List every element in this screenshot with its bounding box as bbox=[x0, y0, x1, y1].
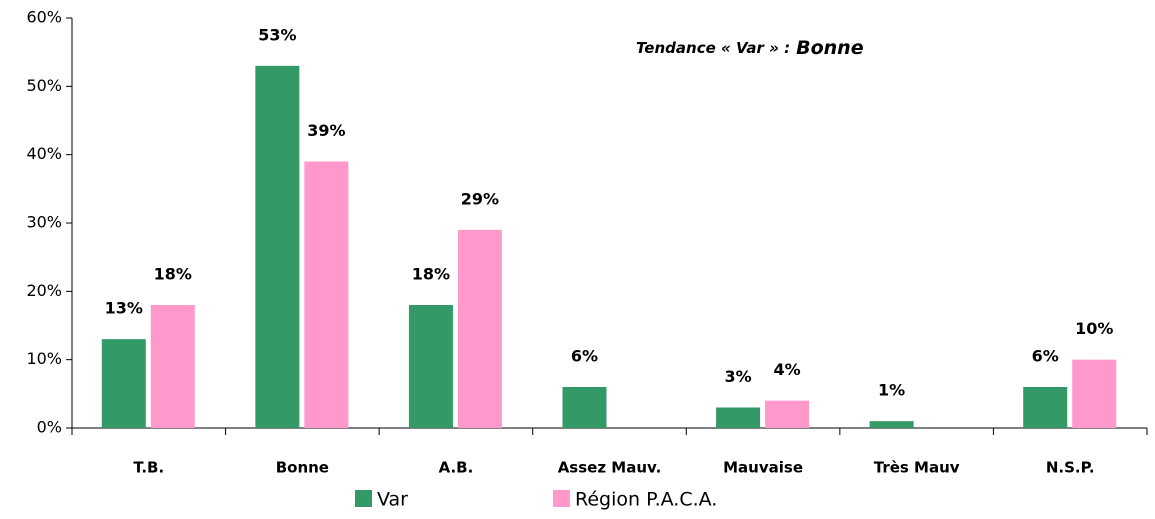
bar bbox=[255, 65, 300, 428]
annotation-prefix: Tendance « Var » : bbox=[636, 39, 790, 57]
legend-label: Région P.A.C.A. bbox=[575, 489, 717, 511]
y-tick-label: 40% bbox=[26, 144, 62, 163]
legend-swatch bbox=[553, 490, 570, 507]
x-tick-label: Mauvaise bbox=[723, 459, 803, 477]
bar bbox=[457, 229, 502, 428]
y-tick-label: 10% bbox=[26, 349, 62, 368]
legend-label: Var bbox=[377, 489, 408, 511]
value-label: 39% bbox=[307, 121, 345, 140]
y-tick-label: 0% bbox=[37, 418, 62, 437]
y-tick-label: 30% bbox=[26, 213, 62, 232]
value-label: 18% bbox=[154, 265, 192, 284]
bar bbox=[869, 421, 914, 428]
bar bbox=[101, 339, 146, 428]
value-label: 1% bbox=[878, 381, 905, 400]
x-tick-label: T.B. bbox=[133, 459, 164, 477]
legend-swatch bbox=[355, 490, 372, 507]
y-tick-label: 20% bbox=[26, 281, 62, 300]
bar bbox=[1023, 387, 1068, 428]
bar bbox=[562, 387, 607, 428]
value-label: 13% bbox=[105, 299, 143, 318]
value-label: 10% bbox=[1075, 319, 1113, 338]
bar bbox=[1072, 359, 1117, 428]
bar bbox=[304, 161, 349, 428]
value-label: 18% bbox=[412, 265, 450, 284]
value-label: 4% bbox=[773, 360, 800, 379]
bar bbox=[765, 400, 810, 428]
bar bbox=[408, 305, 453, 428]
bar bbox=[150, 305, 195, 428]
value-label: 29% bbox=[461, 189, 499, 208]
value-label: 3% bbox=[724, 367, 751, 386]
x-tick-label: Très Mauv bbox=[874, 459, 960, 477]
y-tick-label: 50% bbox=[26, 76, 62, 95]
value-label: 53% bbox=[258, 25, 296, 44]
y-tick-label: 60% bbox=[26, 8, 62, 27]
annotation-emphasis: Bonne bbox=[796, 37, 864, 59]
value-label: 6% bbox=[571, 347, 598, 366]
x-tick-label: Bonne bbox=[276, 459, 329, 477]
annotation: Tendance « Var » : Bonne bbox=[636, 37, 864, 59]
bar bbox=[716, 407, 761, 428]
x-tick-label: Assez Mauv. bbox=[558, 459, 662, 477]
x-tick-label: A.B. bbox=[439, 459, 474, 477]
x-tick-label: N.S.P. bbox=[1046, 459, 1095, 477]
value-label: 6% bbox=[1032, 347, 1059, 366]
